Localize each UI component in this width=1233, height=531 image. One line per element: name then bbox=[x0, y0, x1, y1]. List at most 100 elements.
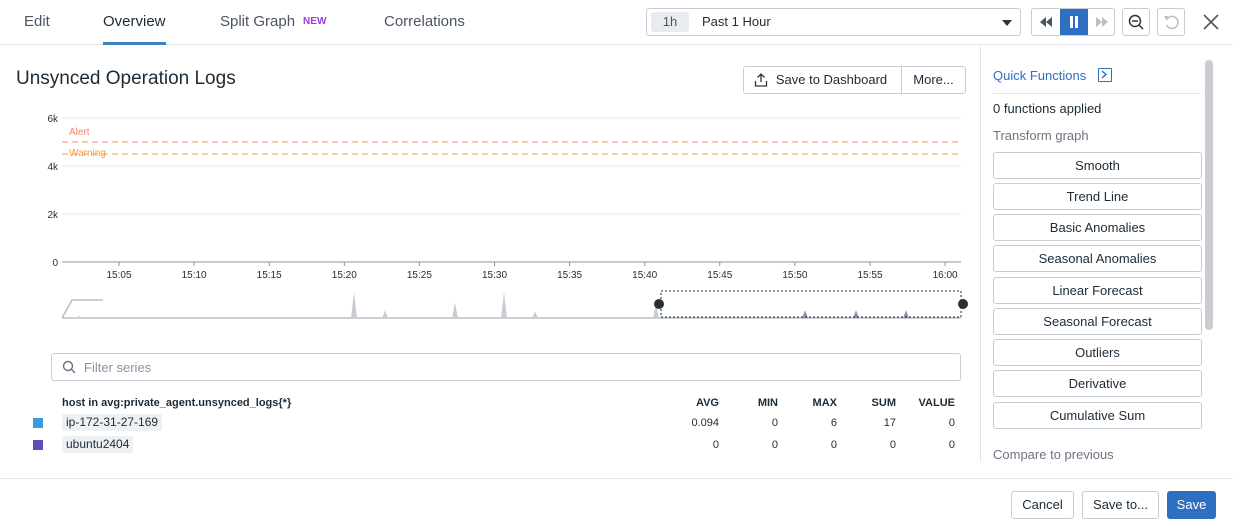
series-color-swatch bbox=[33, 440, 43, 450]
quick-functions-panel: Quick Functions 0 functions applied Tran… bbox=[980, 46, 1218, 462]
tab-edit[interactable]: Edit bbox=[24, 13, 50, 30]
chevron-down-icon bbox=[1002, 20, 1012, 26]
cell-min: 0 bbox=[771, 417, 778, 429]
time-range-select[interactable]: 1h Past 1 Hour bbox=[646, 8, 1021, 36]
column-avg[interactable]: AVG bbox=[695, 397, 719, 409]
tab-overview[interactable]: Overview bbox=[103, 0, 166, 45]
rewind-icon bbox=[1040, 17, 1052, 27]
series-table-header: host in avg:private_agent.unsynced_logs{… bbox=[62, 397, 292, 409]
y-tick-label: 4k bbox=[47, 162, 59, 173]
y-tick-label: 0 bbox=[52, 258, 58, 269]
divider bbox=[993, 93, 1201, 94]
column-max[interactable]: MAX bbox=[812, 397, 837, 409]
x-tick-label: 15:30 bbox=[482, 270, 507, 281]
reset-button[interactable] bbox=[1157, 8, 1185, 36]
transform-graph-heading: Transform graph bbox=[993, 128, 1089, 143]
threshold-markers: Alert Warning bbox=[62, 127, 961, 159]
y-grid bbox=[62, 117, 961, 263]
y-tick-label: 6k bbox=[47, 114, 59, 125]
x-tick-label: 15:25 bbox=[407, 270, 432, 281]
x-tick-label: 15:55 bbox=[857, 270, 882, 281]
x-tick-label: 15:50 bbox=[782, 270, 807, 281]
fast-forward-button[interactable] bbox=[1088, 9, 1114, 35]
x-tick-label: 15:40 bbox=[632, 270, 657, 281]
refresh-icon bbox=[1164, 15, 1179, 30]
timeseries-chart[interactable]: 6k 4k 2k 0 Alert Warning 15:05 15:10 15:15 15:2… bbox=[0, 100, 975, 325]
overview-spike bbox=[653, 305, 659, 318]
fast-forward-icon bbox=[1096, 17, 1108, 27]
overview-spike bbox=[903, 310, 909, 318]
overview-spike bbox=[853, 310, 859, 318]
pause-button[interactable] bbox=[1060, 9, 1088, 35]
zoom-out-button[interactable] bbox=[1122, 8, 1150, 36]
overview-spike bbox=[76, 315, 82, 318]
footer bbox=[0, 478, 1233, 531]
cell-max: 0 bbox=[830, 439, 837, 451]
y-tick-label: 2k bbox=[47, 210, 59, 221]
x-tick-label: 15:45 bbox=[707, 270, 732, 281]
series-host-label[interactable]: ubuntu2404 bbox=[62, 436, 134, 453]
collapse-panel-icon[interactable] bbox=[1098, 68, 1112, 82]
overview-series-line bbox=[61, 299, 103, 319]
selection-handle-left bbox=[654, 299, 664, 309]
overview-spike bbox=[532, 311, 538, 318]
more-button[interactable]: More... bbox=[901, 66, 966, 94]
cell-value: 0 bbox=[948, 439, 955, 451]
save-button[interactable]: Save bbox=[1167, 491, 1216, 519]
series-host-label[interactable]: ip-172-31-27-169 bbox=[62, 414, 163, 431]
zoom-out-icon bbox=[1128, 14, 1144, 30]
filter-series-input[interactable] bbox=[84, 354, 944, 380]
selection-handle-right bbox=[958, 299, 968, 309]
x-tick-label: 15:10 bbox=[182, 270, 207, 281]
overview-strip[interactable] bbox=[61, 290, 968, 319]
overview-spike bbox=[452, 302, 458, 318]
time-range-chip: 1h bbox=[651, 12, 689, 32]
x-axis-labels: 15:05 15:10 15:15 15:20 15:25 15:30 15:35 15:40… bbox=[106, 262, 958, 281]
filter-series-field[interactable] bbox=[51, 353, 961, 381]
upload-icon bbox=[754, 73, 768, 87]
overview-spike bbox=[501, 292, 507, 318]
x-tick-label: 15:05 bbox=[106, 270, 131, 281]
seasonal-anomalies-button[interactable]: Seasonal Anomalies bbox=[993, 245, 1202, 272]
tab-split-graph-label: Split Graph bbox=[220, 13, 296, 30]
cell-min: 0 bbox=[771, 439, 778, 451]
overview-spike bbox=[351, 292, 357, 318]
tab-split-graph[interactable]: Split Graph NEW bbox=[220, 0, 326, 45]
seasonal-forecast-button[interactable]: Seasonal Forecast bbox=[993, 308, 1202, 335]
x-tick-label: 15:15 bbox=[257, 270, 282, 281]
cell-sum: 0 bbox=[889, 439, 896, 451]
derivative-button[interactable]: Derivative bbox=[993, 370, 1202, 397]
cell-max: 6 bbox=[830, 417, 837, 429]
save-to-dashboard-label: Save to Dashboard bbox=[775, 72, 888, 87]
column-sum[interactable]: SUM bbox=[871, 397, 896, 409]
smooth-button[interactable]: Smooth bbox=[993, 152, 1202, 179]
save-to-button[interactable]: Save to... bbox=[1082, 491, 1159, 519]
threshold-label: Warning bbox=[69, 148, 106, 159]
compare-to-previous-heading: Compare to previous bbox=[993, 447, 1114, 462]
column-min[interactable]: MIN bbox=[757, 397, 778, 409]
cancel-button[interactable]: Cancel bbox=[1011, 491, 1074, 519]
rewind-button[interactable] bbox=[1032, 9, 1060, 35]
basic-anomalies-button[interactable]: Basic Anomalies bbox=[993, 214, 1202, 241]
cell-avg: 0.094 bbox=[691, 417, 719, 429]
cell-sum: 17 bbox=[883, 417, 896, 429]
trend-line-button[interactable]: Trend Line bbox=[993, 183, 1202, 210]
save-to-dashboard-button[interactable]: Save to Dashboard bbox=[743, 66, 902, 94]
panel-scrollbar[interactable] bbox=[1205, 60, 1213, 330]
playback-controls bbox=[1031, 8, 1115, 36]
y-axis-labels: 6k 4k 2k 0 bbox=[47, 114, 59, 269]
series-color-swatch bbox=[33, 418, 43, 428]
linear-forecast-button[interactable]: Linear Forecast bbox=[993, 277, 1202, 304]
header: Edit Overview Split Graph NEW Correlation… bbox=[0, 0, 1233, 45]
column-value[interactable]: VALUE bbox=[918, 397, 955, 409]
overview-spike bbox=[382, 310, 388, 318]
new-badge: NEW bbox=[303, 16, 327, 27]
graph-title: Unsynced Operation Logs bbox=[16, 68, 236, 89]
cumulative-sum-button[interactable]: Cumulative Sum bbox=[993, 402, 1202, 429]
quick-functions-title[interactable]: Quick Functions bbox=[993, 68, 1087, 83]
close-button[interactable] bbox=[1199, 10, 1223, 34]
search-icon bbox=[62, 360, 76, 374]
tab-correlations[interactable]: Correlations bbox=[384, 13, 465, 30]
outliers-button[interactable]: Outliers bbox=[993, 339, 1202, 366]
threshold-label: Alert bbox=[69, 127, 90, 138]
